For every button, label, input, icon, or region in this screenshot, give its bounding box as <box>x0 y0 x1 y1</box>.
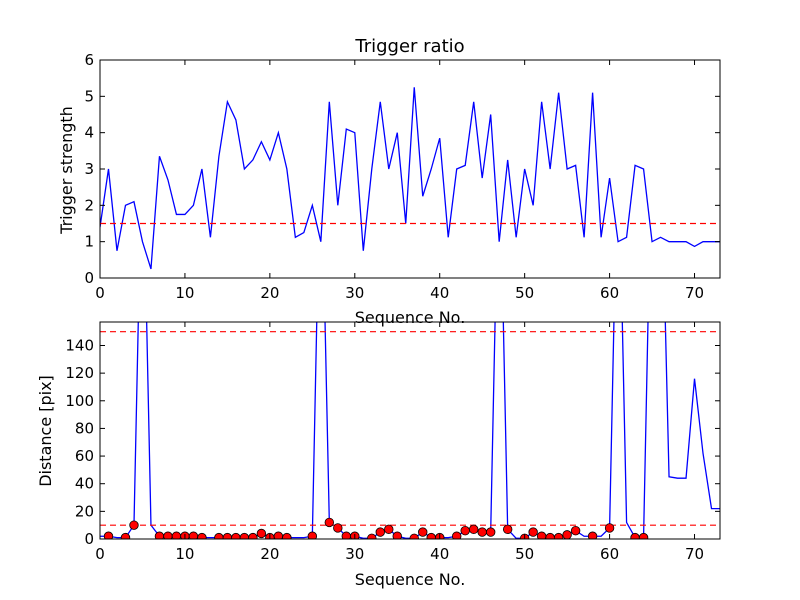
top-y-tick-label: 3 <box>84 160 94 178</box>
bottom-data-point <box>282 532 292 539</box>
bottom-data-point <box>392 531 402 539</box>
bottom-data-point <box>502 524 513 535</box>
top-y-tick-label: 5 <box>84 87 94 105</box>
top-x-tick-label: 50 <box>515 284 534 302</box>
top-x-axis-label: Sequence No. <box>355 308 466 327</box>
bottom-data-point <box>384 524 394 535</box>
top-x-tick-label: 40 <box>430 284 449 302</box>
bottom-data-point <box>375 527 385 537</box>
bottom-x-tick-label: 40 <box>430 545 449 563</box>
bottom-data-point <box>477 527 487 537</box>
top-x-tick-label: 70 <box>685 284 704 302</box>
bottom-x-tick-label: 10 <box>175 545 194 563</box>
bottom-data-point <box>324 517 335 528</box>
top-x-tick-label: 10 <box>175 284 194 302</box>
bottom-data-point <box>452 531 462 539</box>
bottom-x-tick-label: 60 <box>600 545 619 563</box>
bottom-data-point <box>197 532 207 539</box>
bottom-data-point <box>248 532 258 539</box>
bottom-panel: Distance [pix] Sequence No. 0 10 20 30 40 50 6… <box>36 321 721 589</box>
top-series-line <box>100 87 720 270</box>
top-y-tick-label: 4 <box>84 124 94 142</box>
top-y-tick-label: 6 <box>84 51 94 69</box>
bottom-data-point <box>604 523 615 533</box>
bottom-data-point <box>418 527 428 537</box>
bottom-data-point <box>460 526 470 536</box>
bottom-y-tick-label: 120 <box>65 364 94 382</box>
bottom-x-tick-label: 50 <box>515 545 534 563</box>
bottom-data-point <box>468 524 479 535</box>
bottom-data-point <box>485 527 496 537</box>
top-x-tick-label: 60 <box>600 284 619 302</box>
bottom-data-point <box>256 528 267 539</box>
bottom-data-point <box>409 533 419 539</box>
bottom-plot-area: 0 10 20 30 40 50 60 70 0 20 40 60 80 100 120 140 <box>65 321 721 563</box>
bottom-data-point <box>528 527 538 537</box>
bottom-axes-frame <box>99 321 721 540</box>
bottom-data-point <box>333 523 343 533</box>
bottom-y-tick-label: 60 <box>75 447 94 465</box>
bottom-x-tick-label: 0 <box>95 545 105 563</box>
bottom-plot-content <box>100 322 720 539</box>
top-y-tick-label: 0 <box>84 269 94 287</box>
top-y-axis-label: Trigger strength <box>57 106 76 235</box>
bottom-x-tick-label: 20 <box>260 545 279 563</box>
bottom-data-point <box>562 530 572 539</box>
bottom-data-point <box>553 532 564 539</box>
top-plot-content <box>100 87 720 270</box>
bottom-y-tick-label: 40 <box>75 475 94 493</box>
bottom-y-tick-label: 100 <box>65 392 94 410</box>
bottom-data-point <box>638 532 649 539</box>
bottom-data-point <box>367 533 377 539</box>
bottom-data-point <box>103 531 114 539</box>
bottom-data-point <box>129 520 139 530</box>
top-x-tick-label: 30 <box>345 284 364 302</box>
top-plot-area: 0 10 20 30 40 50 60 70 0 1 2 3 4 5 6 <box>84 51 721 302</box>
top-y-tick-label: 2 <box>84 196 94 214</box>
top-x-tick-label: 0 <box>95 284 105 302</box>
top-x-tick-label: 20 <box>260 284 279 302</box>
bottom-y-axis-label: Distance [pix] <box>36 375 55 487</box>
bottom-y-tick-label: 20 <box>75 502 94 520</box>
bottom-x-tick-label: 70 <box>685 545 704 563</box>
bottom-x-tick-label: 30 <box>345 545 364 563</box>
bottom-data-point <box>570 526 581 536</box>
bottom-y-tick-label: 140 <box>65 336 94 354</box>
bottom-data-point <box>587 531 598 539</box>
bottom-y-tick-label: 0 <box>84 530 94 548</box>
top-chart-title: Trigger ratio <box>354 36 464 57</box>
bottom-data-point <box>120 532 131 539</box>
bottom-data-point <box>307 531 318 539</box>
top-y-tick-label: 1 <box>84 233 94 251</box>
bottom-x-axis-label: Sequence No. <box>355 570 466 589</box>
bottom-y-tick-label: 80 <box>75 419 94 437</box>
